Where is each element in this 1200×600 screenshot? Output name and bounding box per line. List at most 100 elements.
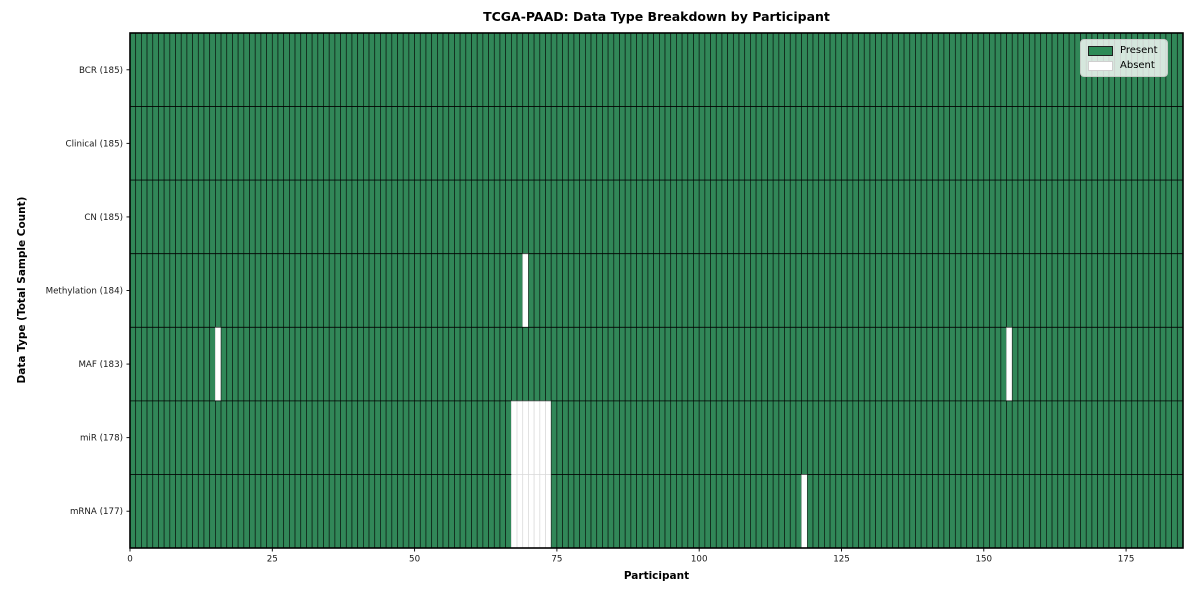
heatmap-cell — [414, 32, 421, 107]
heatmap-cell — [841, 253, 848, 328]
heatmap-cell — [972, 106, 979, 181]
heatmap-cell — [875, 106, 882, 181]
heatmap-cell — [818, 326, 825, 402]
heatmap-cell — [357, 326, 364, 402]
heatmap-cell — [1154, 474, 1161, 549]
heatmap-cell — [630, 400, 637, 475]
heatmap-cell — [596, 400, 603, 475]
heatmap-cell — [1131, 253, 1138, 328]
heatmap-cell — [505, 32, 512, 107]
heatmap-cell — [926, 32, 933, 107]
heatmap-cell — [203, 32, 211, 107]
heatmap-cell — [397, 179, 404, 255]
heatmap-cell — [1108, 179, 1116, 255]
heatmap-cell — [767, 253, 774, 328]
heatmap-cell — [898, 32, 905, 107]
heatmap-cell — [898, 474, 905, 549]
heatmap-cell — [784, 474, 791, 549]
heatmap-cell — [397, 253, 404, 328]
heatmap-cell — [368, 32, 376, 107]
heatmap-cell — [1176, 179, 1184, 255]
heatmap-cell — [835, 326, 842, 402]
heatmap-cell — [972, 179, 979, 255]
heatmap-cell — [647, 106, 655, 181]
heatmap-cell — [653, 253, 660, 328]
heatmap-cell — [767, 179, 774, 255]
heatmap-cell — [1171, 179, 1178, 255]
heatmap-cell — [129, 32, 137, 107]
heatmap-cell — [1034, 474, 1042, 549]
heatmap-cell — [408, 179, 415, 255]
heatmap-cell — [920, 253, 928, 328]
heatmap-cell — [573, 253, 581, 328]
heatmap-cell — [818, 106, 825, 181]
heatmap-cell — [994, 106, 1002, 181]
heatmap-cell — [471, 326, 478, 402]
heatmap-cell — [505, 326, 512, 402]
heatmap-cell — [795, 326, 802, 402]
heatmap-cell — [254, 326, 262, 402]
heatmap-cell — [710, 32, 717, 107]
heatmap-cell — [875, 32, 882, 107]
heatmap-cell — [647, 474, 655, 549]
heatmap-cell — [1006, 253, 1013, 328]
heatmap-cell — [328, 179, 336, 255]
heatmap-cell — [556, 400, 563, 475]
heatmap-cell — [886, 474, 894, 549]
heatmap-cell — [920, 32, 928, 107]
heatmap-cell — [772, 400, 780, 475]
heatmap-cell — [1080, 326, 1087, 402]
heatmap-cell — [556, 474, 563, 549]
heatmap-cell — [328, 400, 336, 475]
heatmap-cell — [1034, 253, 1042, 328]
heatmap-cell — [465, 474, 472, 549]
heatmap-cell — [915, 253, 922, 328]
heatmap-cell — [1142, 253, 1150, 328]
heatmap-cell — [169, 400, 176, 475]
heatmap-cell — [584, 179, 592, 255]
heatmap-cell — [516, 474, 524, 549]
heatmap-cell — [237, 32, 245, 107]
heatmap-cell — [972, 326, 979, 402]
heatmap-cell — [1046, 253, 1053, 328]
heatmap-cell — [260, 106, 267, 181]
heatmap-cell — [784, 400, 791, 475]
heatmap-cell — [249, 106, 256, 181]
heatmap-cell — [738, 400, 746, 475]
heatmap-cell — [1102, 106, 1110, 181]
heatmap-cell — [1028, 326, 1036, 402]
heatmap-cell — [254, 400, 262, 475]
heatmap-cell — [596, 32, 603, 107]
heatmap-cell — [414, 253, 421, 328]
heatmap-cell — [869, 400, 876, 475]
heatmap-cell — [129, 253, 137, 328]
heatmap-cell — [658, 179, 666, 255]
heatmap-cell — [715, 400, 723, 475]
heatmap-cell — [1142, 179, 1150, 255]
heatmap-cell — [1006, 32, 1013, 107]
heatmap-cell — [289, 474, 296, 549]
heatmap-cell — [909, 106, 916, 181]
heatmap-cell — [875, 400, 882, 475]
heatmap-cell — [693, 253, 700, 328]
heatmap-cell — [459, 326, 467, 402]
heatmap-cell — [801, 474, 808, 549]
heatmap-cell — [1165, 400, 1172, 475]
heatmap-cell — [789, 326, 797, 402]
heatmap-cell — [818, 400, 825, 475]
heatmap-cell — [419, 106, 427, 181]
heatmap-cell — [249, 474, 256, 549]
heatmap-cell — [903, 253, 911, 328]
heatmap-cell — [909, 32, 916, 107]
heatmap-cell — [203, 179, 211, 255]
heatmap-cell — [545, 32, 552, 107]
heatmap-cell — [698, 253, 706, 328]
heatmap-cell — [317, 253, 324, 328]
heatmap-cell — [368, 474, 376, 549]
heatmap-cell — [334, 326, 341, 402]
heatmap-cell — [1057, 326, 1064, 402]
heatmap-cell — [841, 32, 848, 107]
heatmap-cell — [966, 326, 973, 402]
legend-item-present: Present — [1088, 45, 1158, 56]
heatmap-cell — [892, 474, 899, 549]
